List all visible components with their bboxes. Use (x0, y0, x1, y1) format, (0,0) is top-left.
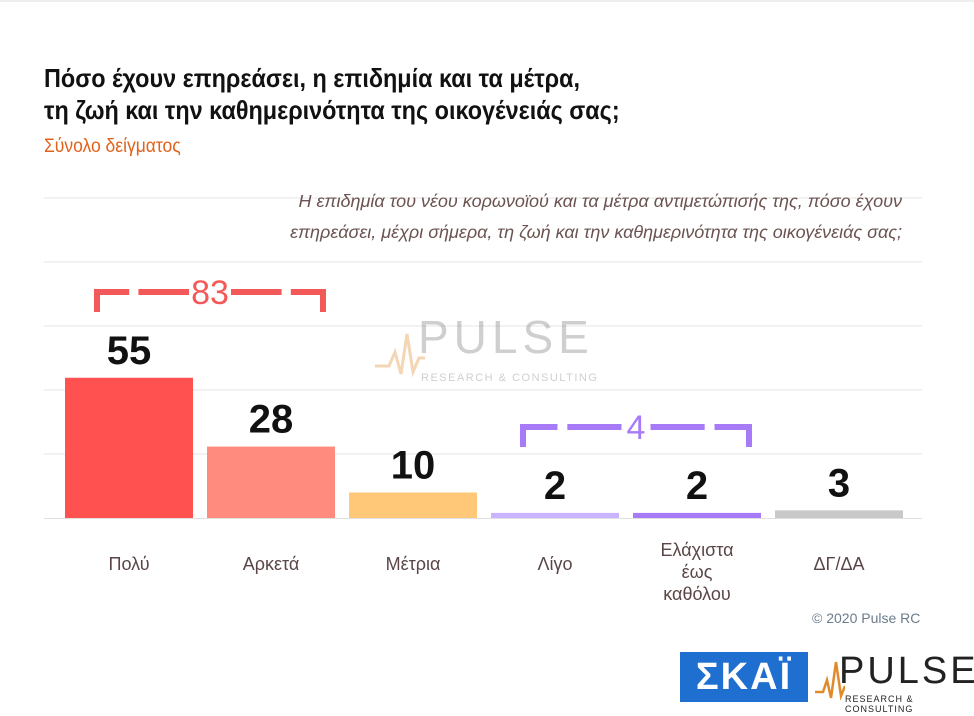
value-label-1: 55 (107, 329, 152, 373)
skai-logo: ΣΚΑΪ (680, 652, 808, 702)
title-line-2: τη ζωή και την καθημερινότητα της οικογέ… (44, 95, 620, 125)
pulse-watermark: PULSE RESEARCH & CONSULTING (375, 310, 615, 390)
category-label-1: Πολύ (108, 554, 149, 574)
pulse-wave-icon (375, 333, 425, 378)
category-label-3: Μέτρια (386, 554, 441, 574)
bar-3 (349, 492, 477, 518)
bracket-label-1: 83 (191, 274, 229, 312)
value-label-5: 2 (686, 464, 708, 508)
bar-6 (775, 510, 903, 518)
pulse-logo-text: PULSE (839, 650, 974, 692)
watermark-subtext: RESEARCH & CONSULTING (421, 372, 599, 384)
bar-1 (65, 377, 193, 518)
pulse-logo: PULSE RESEARCH & CONSULTING (815, 650, 974, 714)
value-label-3: 10 (391, 444, 436, 488)
question-line-2: επηρεάσει, μέχρι σήμερα, τη ζωή και την … (290, 222, 902, 242)
skai-logo-text: ΣΚΑΪ (695, 655, 793, 698)
survey-question: Η επιδημία του νέου κορωνοϊού και τα μέτ… (142, 186, 902, 248)
category-label-4: Λίγο (537, 554, 572, 574)
bracket-1 (94, 289, 326, 312)
bar-5 (633, 512, 761, 518)
page-subtitle: Σύνολο δείγματος (44, 136, 181, 157)
value-label-4: 2 (544, 464, 566, 508)
top-divider (0, 0, 974, 2)
category-label-5: Ελάχιστα έως καθόλου (661, 540, 734, 604)
question-line-1: Η επιδημία του νέου κορωνοϊού και τα μέτ… (298, 191, 902, 211)
copyright-text: © 2020 Pulse RC (812, 610, 921, 626)
bracket-label-2: 4 (627, 409, 646, 447)
bar-4 (491, 512, 619, 518)
page-title: Πόσο έχουν επηρεάσει, η επιδημία και τα … (44, 62, 854, 126)
bar-2 (207, 446, 335, 518)
title-line-1: Πόσο έχουν επηρεάσει, η επιδημία και τα … (44, 63, 581, 93)
value-label-2: 28 (249, 398, 294, 442)
pulse-logo-subtext: RESEARCH & CONSULTING (845, 694, 914, 714)
watermark-text: PULSE (418, 311, 594, 363)
category-label-2: Αρκετά (243, 554, 300, 574)
pulse-logo-wave-icon (815, 661, 845, 701)
category-label-6: ΔΓ/ΔΑ (814, 554, 865, 574)
bracket-2 (520, 424, 752, 447)
value-label-6: 3 (828, 461, 850, 505)
